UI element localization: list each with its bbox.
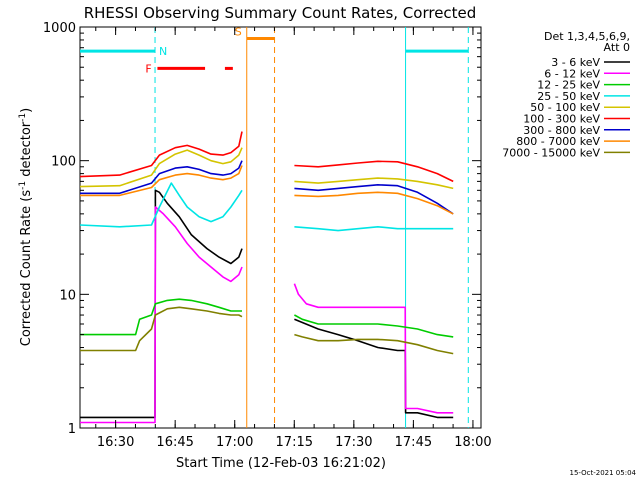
legend-header-line2: Att 0 bbox=[604, 41, 630, 54]
interval-label: N bbox=[159, 45, 167, 58]
x-tick-label: 17:00 bbox=[216, 435, 253, 450]
y-axis-label: Corrected Count Rate (s-1 detector-1) bbox=[18, 108, 34, 346]
flare-flag-label: F bbox=[145, 62, 151, 75]
series-line bbox=[79, 182, 454, 232]
x-tick-label: 18:00 bbox=[454, 435, 491, 450]
x-axis-label: Start Time (12-Feb-03 16:21:02) bbox=[176, 456, 386, 471]
series-line bbox=[80, 306, 454, 355]
legend-label: 12 - 25 keV bbox=[537, 79, 600, 92]
legend-header-line1: Det 1,3,4,5,6,9, bbox=[544, 30, 630, 43]
series-line bbox=[80, 206, 454, 424]
series-line bbox=[80, 160, 454, 215]
legend-label: 50 - 100 keV bbox=[530, 101, 600, 114]
y-axis-label-main: Corrected Count Rate (s bbox=[19, 190, 34, 347]
y-axis: 1 10 100 1000 bbox=[43, 21, 481, 437]
y-axis-label-exponent: -1 bbox=[18, 113, 28, 122]
y-tick-label: 1 bbox=[68, 422, 76, 437]
plot-area: NF S bbox=[79, 26, 482, 429]
x-tick-label: 17:30 bbox=[335, 435, 372, 450]
legend-label: 7000 - 15000 keV bbox=[502, 146, 600, 159]
legend-label: 800 - 7000 keV bbox=[516, 135, 600, 148]
y-tick-label: 100 bbox=[51, 155, 76, 170]
series-line bbox=[80, 165, 454, 215]
legend-label: 100 - 300 keV bbox=[523, 113, 600, 126]
series-line bbox=[79, 131, 454, 183]
x-tick-label: 17:15 bbox=[276, 435, 313, 450]
legend-label: 3 - 6 keV bbox=[551, 56, 600, 69]
x-tick-label: 16:45 bbox=[156, 435, 193, 450]
y-axis-label-detector: detector bbox=[19, 121, 34, 181]
x-tick-label: 17:45 bbox=[395, 435, 432, 450]
footer-timestamp: 15-Oct-2021 05:04 bbox=[570, 469, 637, 477]
series-line bbox=[80, 189, 454, 419]
y-tick-label: 10 bbox=[59, 288, 76, 303]
y-tick-label: 1000 bbox=[43, 21, 76, 36]
series-line bbox=[79, 147, 454, 190]
saa-flag-label: S bbox=[235, 26, 242, 39]
legend-label: 25 - 50 keV bbox=[537, 90, 600, 103]
series-line bbox=[80, 298, 454, 338]
y-axis-label-exponent: -1 bbox=[18, 181, 28, 190]
x-axis: 16:30 16:45 17:00 17:15 17:30 17:45 18:00 bbox=[95, 27, 492, 450]
legend-label: 6 - 12 keV bbox=[544, 67, 600, 80]
y-axis-label-close: ) bbox=[19, 108, 34, 113]
chart-title: RHESSI Observing Summary Count Rates, Co… bbox=[84, 4, 477, 22]
x-tick-label: 16:30 bbox=[97, 435, 134, 450]
legend-label: 300 - 800 keV bbox=[523, 124, 600, 137]
plot-frame bbox=[79, 26, 482, 429]
